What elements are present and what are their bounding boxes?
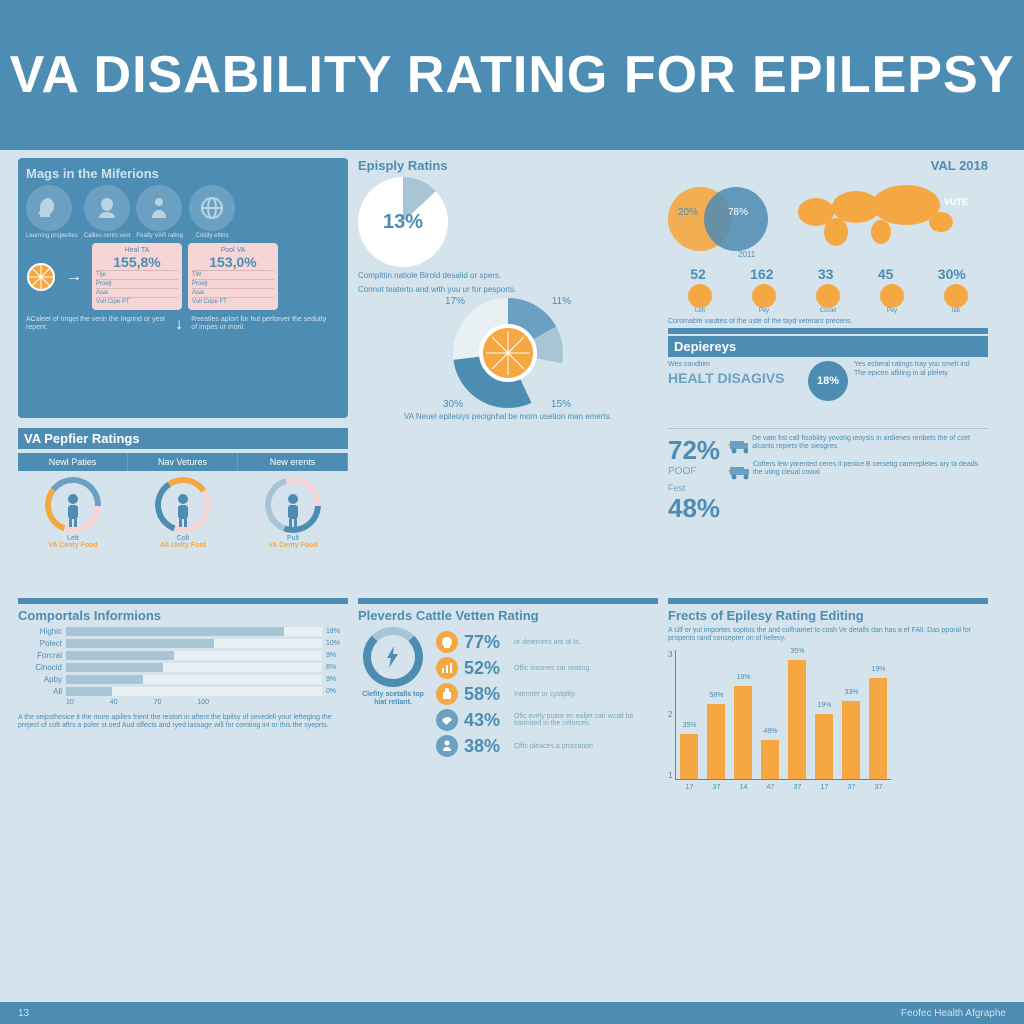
panel-d-title: VA Pepfier Ratings <box>18 428 348 449</box>
vbar: 19%37 <box>869 678 887 779</box>
hbar-row: Forcral9% <box>18 651 348 660</box>
panel-miferions: Mags in the Miferions Learning propertie… <box>18 158 348 418</box>
footer: 13 Feofec Health Afgraphe <box>0 1002 1024 1024</box>
person-stat: PultVA Centy Food <box>265 477 321 549</box>
panel-h-subtitle: A cilf or yul importes soptios the and c… <box>668 627 988 644</box>
panel-b-text1: Compittin natiole Birold desalid or sper… <box>358 271 658 281</box>
vbar: 35%17 <box>680 734 698 779</box>
vbar: 19%14 <box>734 686 752 779</box>
panel-pleverds: Pleverds Cattle Vetten Rating Clefity sc… <box>358 598 658 838</box>
panel-val2018: VAL 2018 20% 78% 2011 VUTE 52162334530% … <box>668 158 988 418</box>
rating-card: Heal TA155,8%TIjeProejtAsalVult Cipe PT <box>92 243 182 310</box>
hbar-row: Polect10% <box>18 639 348 648</box>
panel-b-text3: VA Neuel epileisys pecignhal be mom uset… <box>358 412 658 422</box>
stat-number: 52 <box>690 266 706 282</box>
hbar-row: Cinocid6% <box>18 663 348 672</box>
doctor-icon <box>136 185 182 231</box>
content-grid: Mags in the Miferions Learning propertie… <box>0 150 1024 842</box>
bag-icon <box>436 683 458 705</box>
tab[interactable]: New erents <box>238 453 348 471</box>
truck-icon <box>728 461 749 481</box>
panel-c-title: VAL 2018 <box>668 158 988 173</box>
panel-h-title: Frects of Epilesy Rating Editing <box>668 608 988 623</box>
category-icon <box>752 284 776 308</box>
panel-c-caption: Coromabte vauttes of the uste of the tay… <box>668 318 988 326</box>
rating-card: Pool VA153,0%TWProejtAsalVull Cope FT <box>188 243 278 310</box>
panel-episply: Episply Ratins 13% Compittin natiole Bir… <box>358 158 658 418</box>
category-icon <box>688 284 712 308</box>
head-icon <box>26 185 72 231</box>
panel-a-footnote-right: Reeatles aplort for hut perforver the se… <box>191 316 332 334</box>
stat-row: 58%Interster or cystplity. <box>436 683 658 705</box>
person-icon <box>281 493 305 527</box>
stat-number: 162 <box>750 266 773 282</box>
panel-spacer <box>358 428 658 588</box>
panel-pepfier: VA Pepfier Ratings Newl PatiesNav Veture… <box>18 428 348 588</box>
page-title: VA DISABILITY RATING FOR EPILEPSY <box>10 48 1015 103</box>
bar-chart-frects: 35%17 58%37 19%14 49%47 35%37 19%17 33%37 19%37 <box>675 650 891 780</box>
stat-row: 43%Ofic evely puitor en ealjet cair wcal… <box>436 709 658 731</box>
hbar-row: Apby9% <box>18 675 348 684</box>
panel-e-lower: 72% POOF Fest 48% De vate fist call fiso… <box>668 428 988 588</box>
world-map-icon: VUTE <box>786 177 988 262</box>
stat-number: 30% <box>938 266 966 282</box>
stat-row: 77%or deterners ars of Is. <box>436 631 658 653</box>
panel-a-title: Mags in the Miferions <box>26 166 340 181</box>
vbar: 19%17 <box>815 714 833 779</box>
panel-f-footnote: A the seipsthesice it the more apilles f… <box>18 714 348 731</box>
panel-g-title: Pleverds Cattle Vetten Rating <box>358 608 658 623</box>
person-icon <box>171 493 195 527</box>
panel-comportals: Comportals Informions Highic18% Polect10%… <box>18 598 348 838</box>
footer-credit: Feofec Health Afgraphe <box>901 1008 1006 1019</box>
bird-icon <box>436 709 458 731</box>
vbar: 33%37 <box>842 701 860 778</box>
panel-b-text2: Connot teaterto and with you ur for pesp… <box>358 285 658 295</box>
pie-chart-13: 13% <box>358 177 448 267</box>
vbar: 58%37 <box>707 704 725 779</box>
title-banner: VA DISABILITY RATING FOR EPILEPSY <box>0 0 1024 150</box>
panel-a-footnote-left: ACaleet of Imget the verin the Ingrind o… <box>26 316 167 334</box>
panel-b-title: Episply Ratins <box>358 158 658 173</box>
panel-frects: Frects of Epilesy Rating Editing A cilf … <box>668 598 988 838</box>
person-stat: ColtAll clelty Foot <box>155 477 211 549</box>
vbar: 35%37 <box>788 660 806 779</box>
panel-e-title: Depiereys <box>668 336 988 357</box>
hbar-row: Highic18% <box>18 627 348 636</box>
globe-icon <box>189 185 235 231</box>
truck-icon <box>728 435 748 455</box>
profile-icon <box>84 185 130 231</box>
bolt-ring-icon <box>363 627 423 687</box>
page-number: 13 <box>18 1008 29 1019</box>
orange-slice-icon <box>26 262 56 292</box>
tab[interactable]: Nav Vetures <box>128 453 238 471</box>
stat-row: 38%Cffic pleaces a prorcation <box>436 735 658 757</box>
stat-number: 45 <box>878 266 894 282</box>
category-icon <box>880 284 904 308</box>
category-icon <box>816 284 840 308</box>
person-stat: LettVA Centy Food <box>45 477 101 549</box>
person-icon <box>436 735 458 757</box>
stat-number: 33 <box>818 266 834 282</box>
person-icon <box>61 493 85 527</box>
bars-icon <box>436 657 458 679</box>
category-icon <box>944 284 968 308</box>
vbar: 49%47 <box>761 740 779 779</box>
stat-row: 52%Offic insones car reating <box>436 657 658 679</box>
tab[interactable]: Newl Paties <box>18 453 128 471</box>
panel-f-title: Comportals Informions <box>18 608 348 623</box>
bulb-icon <box>436 631 458 653</box>
hbar-row: All0% <box>18 687 348 696</box>
